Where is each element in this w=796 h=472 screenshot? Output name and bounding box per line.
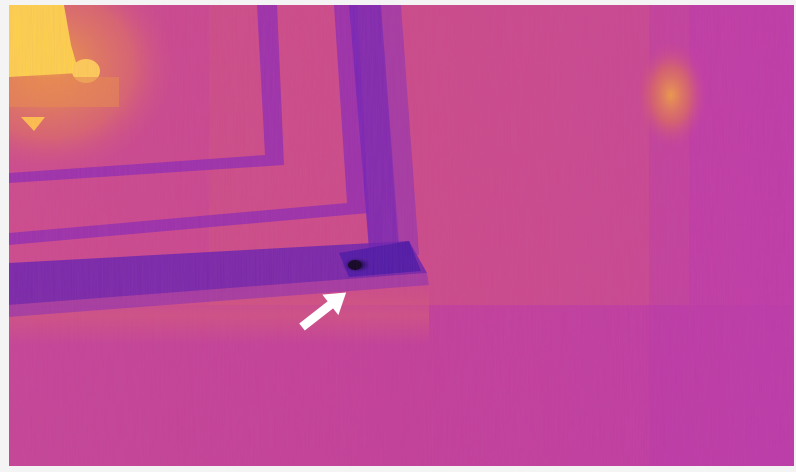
- thermal-image-frame: [9, 5, 794, 466]
- arrow-icon: [299, 292, 347, 331]
- bottom-margin: [0, 466, 796, 472]
- thermal-image: [9, 5, 794, 466]
- left-margin: [0, 0, 9, 472]
